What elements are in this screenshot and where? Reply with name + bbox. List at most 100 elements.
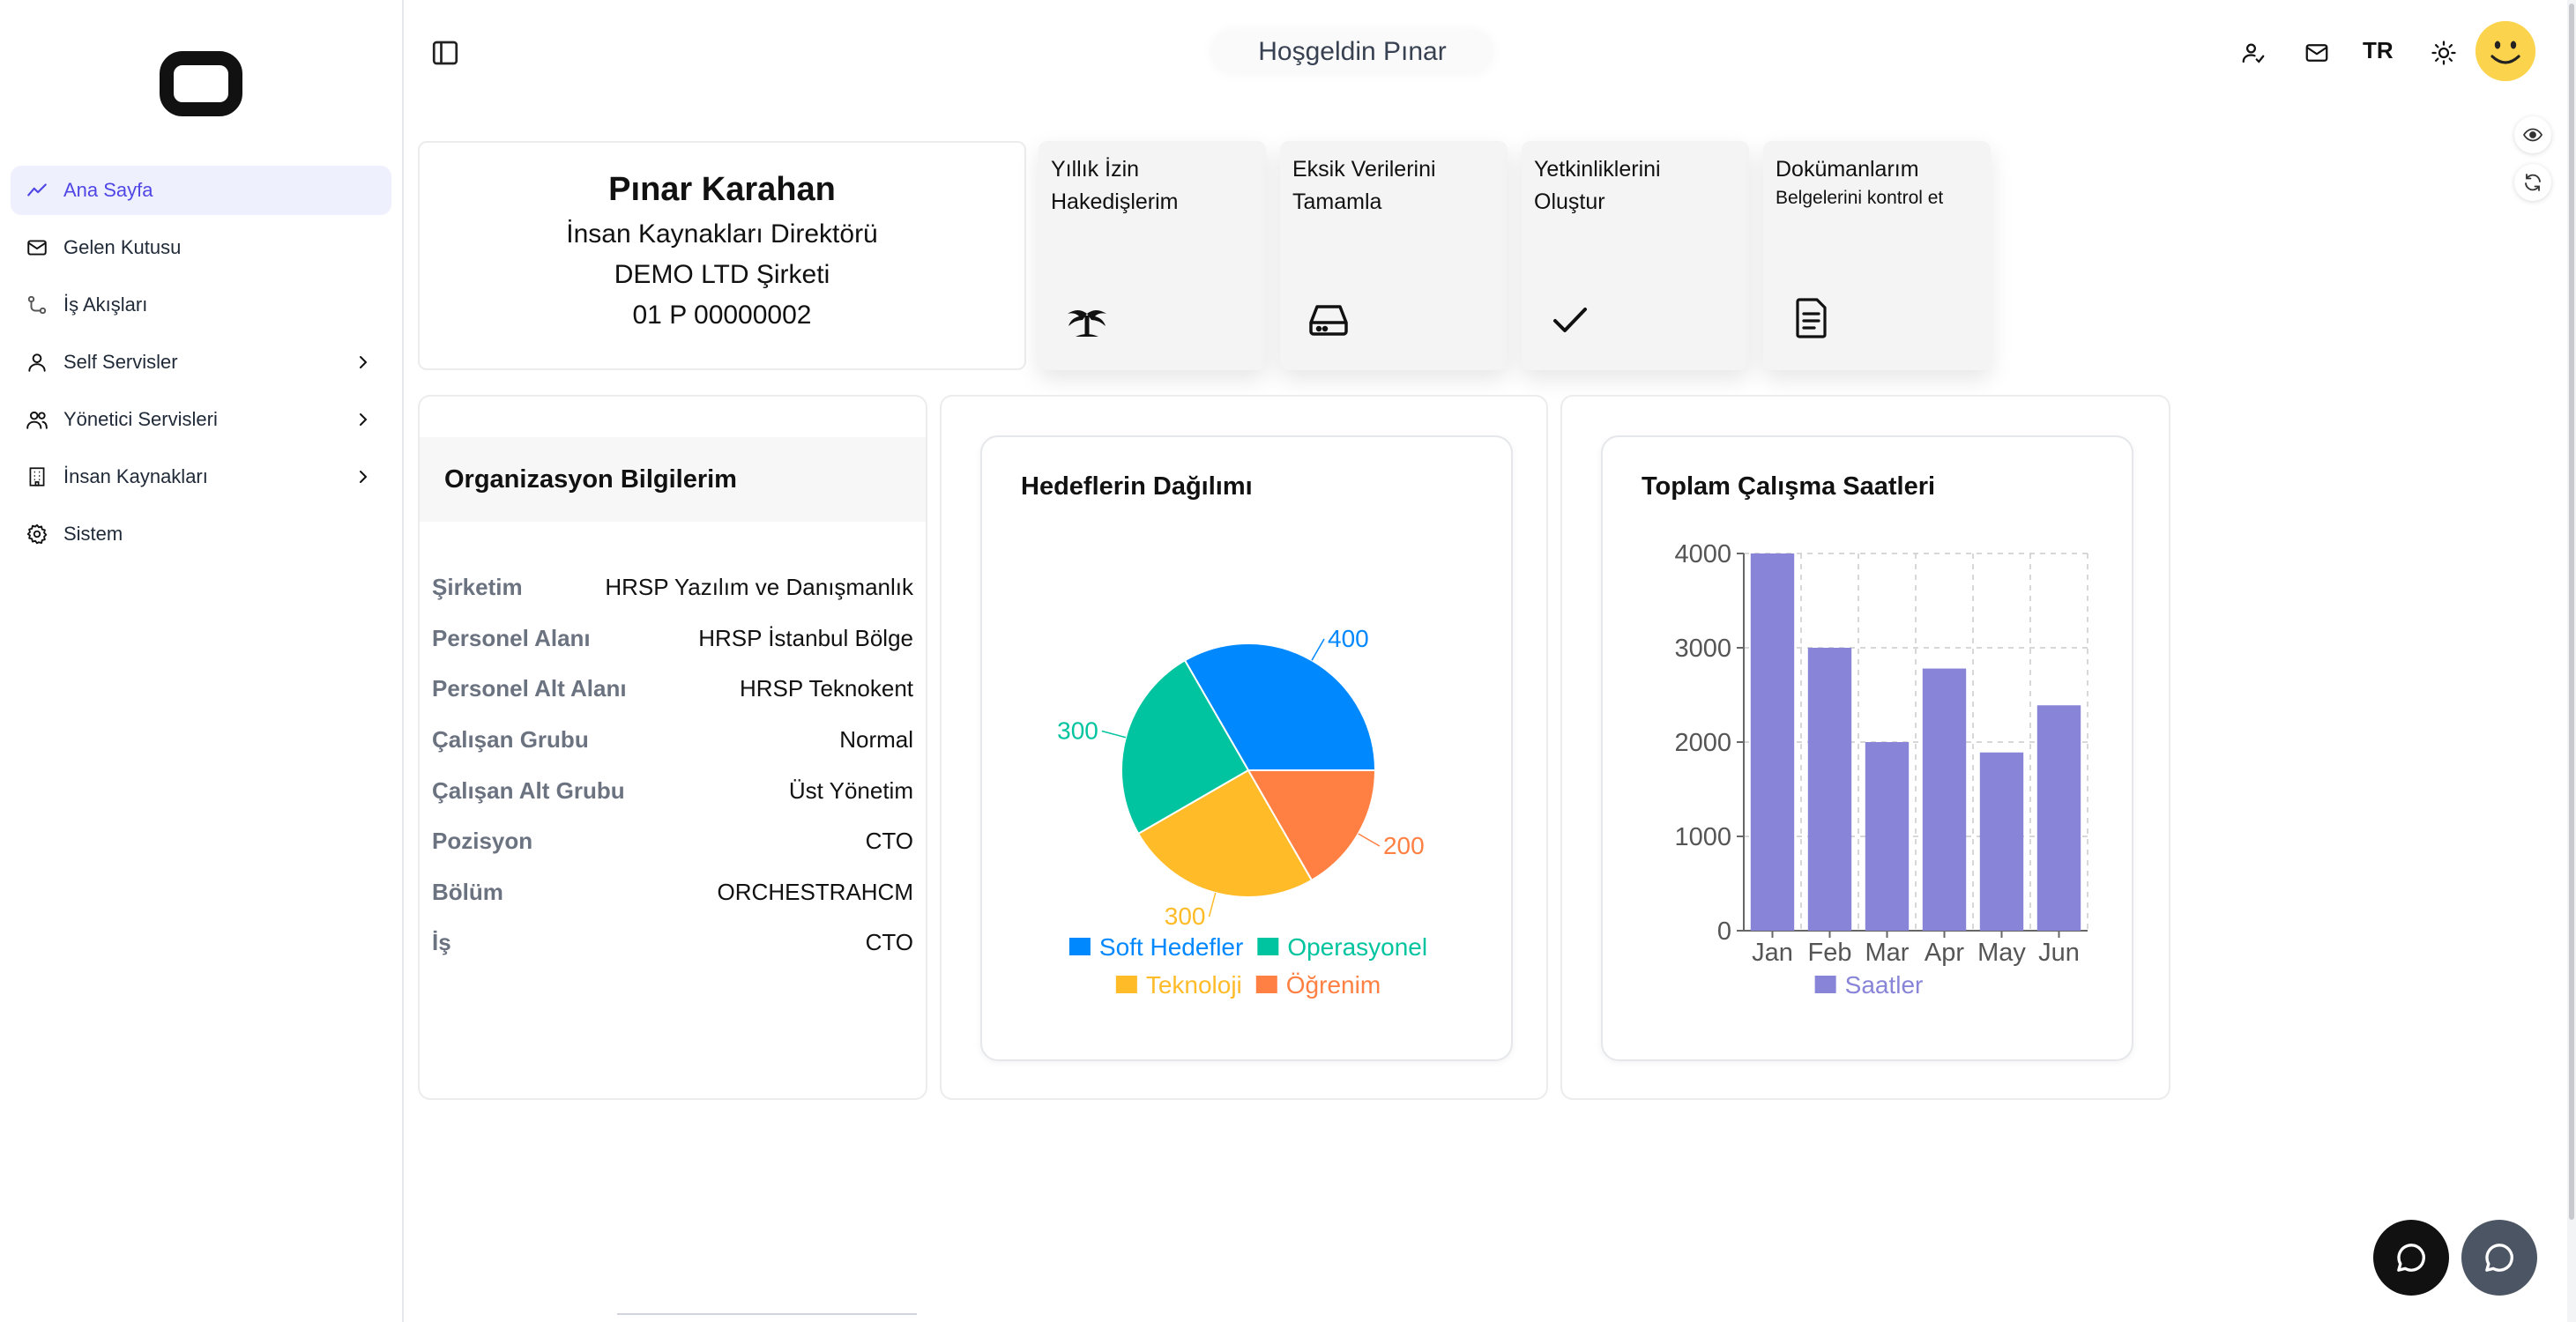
legend-swatch bbox=[1115, 976, 1137, 993]
info-value: Üst Yönetim bbox=[788, 776, 913, 804]
organization-rows: Şirketim HRSP Yazılım ve Danışmanlık Perso… bbox=[420, 562, 926, 969]
legend-row: Soft Hedefler Operasyonel bbox=[1068, 933, 1427, 961]
organization-title: Organizasyon Bilgilerim bbox=[420, 437, 926, 522]
chat-bubble-icon bbox=[2397, 1244, 2425, 1272]
sidebar-item-label: İnsan Kaynakları bbox=[63, 465, 208, 487]
working-hours-panel: Toplam Çalışma Saatleri 0 1000 2000 3000 400… bbox=[1560, 395, 2170, 1100]
info-row: İş CTO bbox=[432, 917, 913, 969]
info-label: Personel Alt Alanı bbox=[432, 675, 627, 702]
info-row: Çalışan Alt Grubu Üst Yönetim bbox=[432, 765, 913, 816]
legend-row: Teknoloji Öğrenim bbox=[1115, 971, 1381, 999]
panel-left-icon bbox=[432, 41, 458, 65]
sidebar-item-label: Yönetici Servisleri bbox=[63, 408, 218, 430]
profile-card: Pınar Karahan İnsan Kaynakları Direktörü… bbox=[418, 141, 1026, 370]
sidebar-item-insan-kaynaklari[interactable]: İnsan Kaynakları bbox=[11, 452, 391, 501]
sidebar-nav: Ana Sayfa Gelen Kutusu İş Akışları Self … bbox=[11, 166, 391, 567]
label-leader-line bbox=[1208, 892, 1217, 917]
bar bbox=[1750, 553, 1795, 931]
y-tick-label: 0 bbox=[1717, 917, 1731, 946]
slice-value-label: 200 bbox=[1383, 832, 1425, 859]
theme-toggle-button[interactable] bbox=[2426, 35, 2461, 71]
sidebar-toggle-button[interactable] bbox=[428, 37, 462, 69]
label-leader-line bbox=[1358, 833, 1381, 847]
chat-button[interactable] bbox=[2373, 1220, 2449, 1296]
tile-create-competencies[interactable]: Yetkinliklerini Oluştur bbox=[1522, 141, 1749, 370]
user-check-icon bbox=[2242, 43, 2265, 63]
app-logo[interactable] bbox=[160, 51, 242, 116]
sidebar-item-ana-sayfa[interactable]: Ana Sayfa bbox=[11, 166, 391, 215]
tile-title: Dokümanlarım bbox=[1776, 157, 1919, 182]
messages-button[interactable] bbox=[2299, 35, 2334, 71]
legend-swatch bbox=[1255, 976, 1277, 993]
bar bbox=[1807, 648, 1852, 931]
profile-title: İnsan Kaynakları Direktörü bbox=[566, 219, 878, 249]
bar bbox=[1865, 742, 1910, 931]
profile-name: Pınar Karahan bbox=[608, 171, 836, 208]
chat-bubble-icon bbox=[2485, 1244, 2513, 1272]
sidebar-item-self-servisler[interactable]: Self Servisler bbox=[11, 338, 391, 387]
tile-subtitle: Belgelerini kontrol et bbox=[1776, 188, 1944, 208]
users-icon bbox=[25, 407, 49, 432]
language-switch[interactable]: TR bbox=[2363, 37, 2394, 63]
pie-slice bbox=[1120, 658, 1250, 836]
tile-title: Eksik Verilerini Tamamla bbox=[1292, 157, 1436, 214]
sidebar-item-sistem[interactable]: Sistem bbox=[11, 509, 391, 559]
sun-icon bbox=[2431, 41, 2456, 65]
tile-complete-missing-data[interactable]: Eksik Verilerini Tamamla bbox=[1280, 141, 1508, 370]
refresh-icon bbox=[2525, 174, 2541, 191]
info-row: Pozisyon CTO bbox=[432, 816, 913, 867]
avatar[interactable] bbox=[2475, 21, 2535, 81]
sidebar-item-is-akislari[interactable]: İş Akışları bbox=[11, 280, 391, 330]
trend-icon bbox=[25, 178, 49, 203]
y-tick-label: 2000 bbox=[1674, 729, 1731, 757]
info-value: HRSP İstanbul Bölge bbox=[698, 624, 913, 651]
goals-distribution-card: Hedeflerin Dağılımı 400 300 300 200 Soft Hed… bbox=[980, 435, 1513, 1061]
legend: Saatler bbox=[1814, 971, 1923, 999]
info-label: Çalışan Grubu bbox=[432, 726, 589, 754]
x-tick-label: Apr bbox=[1925, 939, 1964, 967]
info-value: CTO bbox=[865, 828, 913, 855]
legend-swatch bbox=[1257, 938, 1279, 955]
sidebar-item-yonetici-servisleri[interactable]: Yönetici Servisleri bbox=[11, 395, 391, 444]
info-value: HRSP Teknokent bbox=[739, 675, 913, 702]
slice-value-label: 400 bbox=[1328, 625, 1369, 652]
info-row: Personel Alt Alanı HRSP Teknokent bbox=[432, 664, 913, 715]
pie-slice bbox=[1136, 769, 1314, 898]
page-scrollbar[interactable] bbox=[2567, 0, 2576, 1322]
scrollbar-thumb[interactable] bbox=[2569, 4, 2574, 1220]
chevron-right-icon bbox=[360, 356, 368, 368]
bar-chart: 0 1000 2000 3000 4000 Jan Feb Mar Apr May Jun Saatl… bbox=[1674, 540, 2088, 999]
y-tick-label: 3000 bbox=[1674, 635, 1731, 663]
tile-my-documents[interactable]: Dokümanlarım Belgelerini kontrol et bbox=[1763, 141, 1991, 370]
user-icon bbox=[25, 350, 49, 375]
legend-swatch bbox=[1068, 938, 1091, 955]
sidebar-item-gelen-kutusu[interactable]: Gelen Kutusu bbox=[11, 223, 391, 272]
legend-label: Teknoloji bbox=[1146, 971, 1242, 999]
palm-tree-icon bbox=[1065, 298, 1109, 342]
mail-icon bbox=[25, 235, 49, 260]
x-tick-label: Jan bbox=[1752, 939, 1793, 967]
pie-chart: 400 300 300 200 Soft Hedefler Operasyonel Tekn… bbox=[1057, 625, 1427, 999]
profile-employee-no: 01 P 00000002 bbox=[632, 301, 812, 330]
refresh-button[interactable] bbox=[2514, 164, 2551, 201]
profile-switch-button[interactable] bbox=[2236, 35, 2271, 71]
info-row: Bölüm ORCHESTRAHCM bbox=[432, 867, 913, 918]
building-icon bbox=[25, 464, 49, 489]
smiley-face-icon bbox=[2475, 21, 2535, 81]
x-tick-label: Jun bbox=[2038, 939, 2080, 967]
sidebar-item-label: Gelen Kutusu bbox=[63, 236, 182, 258]
support-chat-button[interactable] bbox=[2461, 1220, 2537, 1296]
workflow-icon bbox=[25, 293, 49, 317]
info-label: Bölüm bbox=[432, 878, 503, 905]
info-row: Personel Alanı HRSP İstanbul Bölge bbox=[432, 613, 913, 665]
mail-icon bbox=[2305, 44, 2328, 62]
chart-title: Toplam Çalışma Saatleri bbox=[1642, 472, 1936, 501]
tile-annual-leave[interactable]: Yıllık İzin Hakedişlerim bbox=[1039, 141, 1266, 370]
info-row: Şirketim HRSP Yazılım ve Danışmanlık bbox=[432, 562, 913, 613]
sidebar: Ana Sayfa Gelen Kutusu İş Akışları Self … bbox=[0, 0, 404, 1322]
slice-value-label: 300 bbox=[1165, 902, 1206, 930]
x-tick-label: Feb bbox=[1808, 939, 1852, 967]
info-label: Pozisyon bbox=[432, 828, 533, 855]
preview-button[interactable] bbox=[2514, 116, 2551, 153]
legend-swatch bbox=[1814, 976, 1836, 993]
